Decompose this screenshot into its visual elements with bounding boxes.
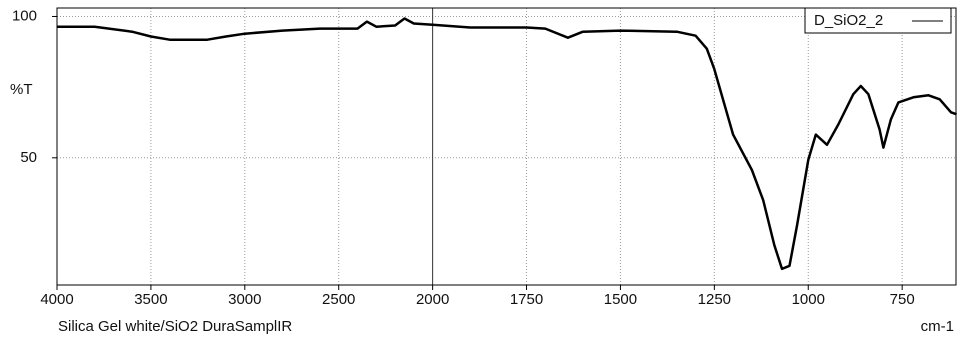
- x-tick-label: 2500: [322, 291, 355, 308]
- x-tick-label: 1750: [510, 291, 543, 308]
- x-tick-label: 3500: [134, 291, 167, 308]
- note: Silica Gel white/SiO2 DuraSamplIR: [58, 318, 292, 335]
- x-tick-label: 4000: [40, 291, 73, 308]
- x-tick-label: 2000: [416, 291, 449, 308]
- y-tick-label: 50: [20, 149, 37, 166]
- x-tick-label: 3000: [228, 291, 261, 308]
- legend-label: D_SiO2_2: [814, 12, 883, 29]
- x-tick-label: 1250: [698, 291, 731, 308]
- spectrum-line: [57, 17, 957, 271]
- y-tick-label: 100: [12, 7, 37, 24]
- x-axis-label: cm-1: [921, 318, 954, 335]
- x-tick-label: 750: [890, 291, 915, 308]
- x-tick-label: 1000: [792, 291, 825, 308]
- y-axis-label: %T: [10, 81, 33, 98]
- x-tick-label: 1500: [604, 291, 637, 308]
- plot-frame: [56, 7, 957, 286]
